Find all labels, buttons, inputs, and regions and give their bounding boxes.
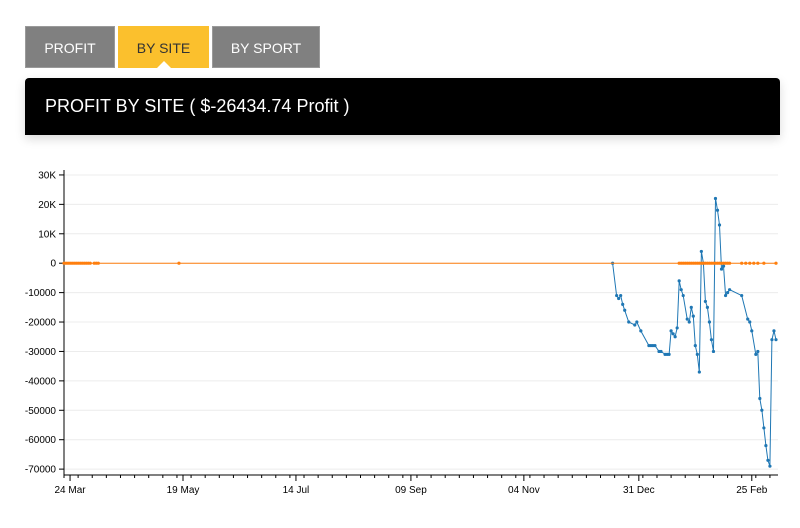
series-point-0 <box>679 288 683 292</box>
series-point-0 <box>754 352 758 356</box>
y-tick-label: -40000 <box>25 376 57 387</box>
x-tick-label: 19 May <box>167 485 200 496</box>
series-point-0 <box>770 338 774 342</box>
series-point-0 <box>705 305 710 309</box>
series-point-0 <box>615 293 619 298</box>
x-tick-label: 04 Nov <box>508 485 540 496</box>
series-point-0 <box>740 293 744 298</box>
series-point-0 <box>766 458 770 462</box>
series-point-0 <box>699 249 703 254</box>
series-point-0 <box>687 320 691 324</box>
series-point-0 <box>691 314 695 318</box>
series-point-0 <box>697 370 701 374</box>
series-point-0 <box>635 320 639 324</box>
series-point-0 <box>719 267 724 271</box>
series-point-0 <box>762 426 766 430</box>
series-point-0 <box>774 338 778 342</box>
series-point-0 <box>707 320 712 324</box>
series-point-0 <box>695 352 699 356</box>
y-tick-label: 10K <box>38 229 56 240</box>
series-point-1 <box>96 261 100 265</box>
series-point-0 <box>621 302 625 306</box>
series-point-1 <box>756 261 760 265</box>
series-point-0 <box>675 326 679 330</box>
y-tick-label: -70000 <box>25 465 57 476</box>
y-tick-label: -60000 <box>25 435 57 446</box>
series-point-1 <box>177 261 181 265</box>
series-point-0 <box>693 343 697 348</box>
x-tick-label: 14 Jul <box>283 485 310 496</box>
x-tick-label: 24 Mar <box>54 485 86 496</box>
x-tick-label: 25 Feb <box>736 485 768 496</box>
series-point-0 <box>685 317 689 321</box>
series-point-1 <box>88 261 92 265</box>
series-point-0 <box>717 223 722 227</box>
series-point-0 <box>617 296 621 301</box>
series-point-0 <box>721 264 726 268</box>
series-point-0 <box>703 299 707 304</box>
x-tick-label: 31 Dec <box>623 485 655 496</box>
series-point-1 <box>727 261 732 265</box>
series-point-0 <box>713 196 718 201</box>
series-point-0 <box>750 329 754 333</box>
series-point-0 <box>667 352 671 356</box>
series-point-0 <box>758 396 762 401</box>
tab-by-sport[interactable]: BY SPORT <box>212 26 320 68</box>
y-tick-label: -10000 <box>25 288 57 299</box>
series-point-1 <box>774 261 778 265</box>
y-tick-label: 0 <box>50 259 56 270</box>
series-point-0 <box>673 335 677 339</box>
series-point-0 <box>689 305 693 309</box>
series-point-0 <box>746 317 750 321</box>
series-point-0 <box>768 464 772 468</box>
series-point-1 <box>748 261 752 265</box>
series-point-0 <box>711 349 716 354</box>
series-point-1 <box>762 261 766 265</box>
y-tick-label: -50000 <box>25 406 57 417</box>
y-tick-label: 20K <box>38 200 56 211</box>
profit-by-site-chart: 30K 20K 10K 0 -10000 -20000 -30000 -40000 -50000… <box>25 170 778 496</box>
y-tick-label: 30K <box>38 170 56 181</box>
series-point-0 <box>653 343 657 348</box>
x-tick-label: 09 Sep <box>395 485 427 496</box>
series-point-0 <box>669 329 673 333</box>
series-point-0 <box>623 308 627 312</box>
series-point-0 <box>715 208 720 212</box>
y-tick-label: -30000 <box>25 347 57 358</box>
series-point-0 <box>619 293 623 298</box>
series-point-0 <box>772 329 776 333</box>
page-title: PROFIT BY SITE ( $-26434.74 Profit ) <box>45 96 350 116</box>
series-point-0 <box>671 332 675 336</box>
tab-profit[interactable]: PROFIT <box>25 26 115 68</box>
series-point-1 <box>752 261 756 265</box>
y-tick-label: -20000 <box>25 318 57 329</box>
chart-header: PROFIT BY SITE ( $-26434.74 Profit ) <box>25 78 780 135</box>
tab-by-site[interactable]: BY SITE <box>118 26 209 68</box>
tab-bar: PROFIT BY SITE BY SPORT <box>25 26 323 68</box>
series-point-0 <box>659 349 663 354</box>
series-point-0 <box>748 320 752 324</box>
series-point-0 <box>764 443 768 448</box>
series-point-0 <box>727 288 732 292</box>
series-point-0 <box>709 338 714 342</box>
series-point-0 <box>627 320 631 324</box>
series-point-0 <box>681 293 685 298</box>
series-point-0 <box>639 329 643 333</box>
series-point-0 <box>677 279 681 283</box>
series-point-0 <box>756 349 760 354</box>
series-point-0 <box>723 293 728 298</box>
series-point-0 <box>760 408 764 412</box>
series-point-0 <box>725 291 730 295</box>
series-point-1 <box>740 261 744 265</box>
series-point-0 <box>633 323 637 327</box>
series-point-1 <box>744 261 748 265</box>
